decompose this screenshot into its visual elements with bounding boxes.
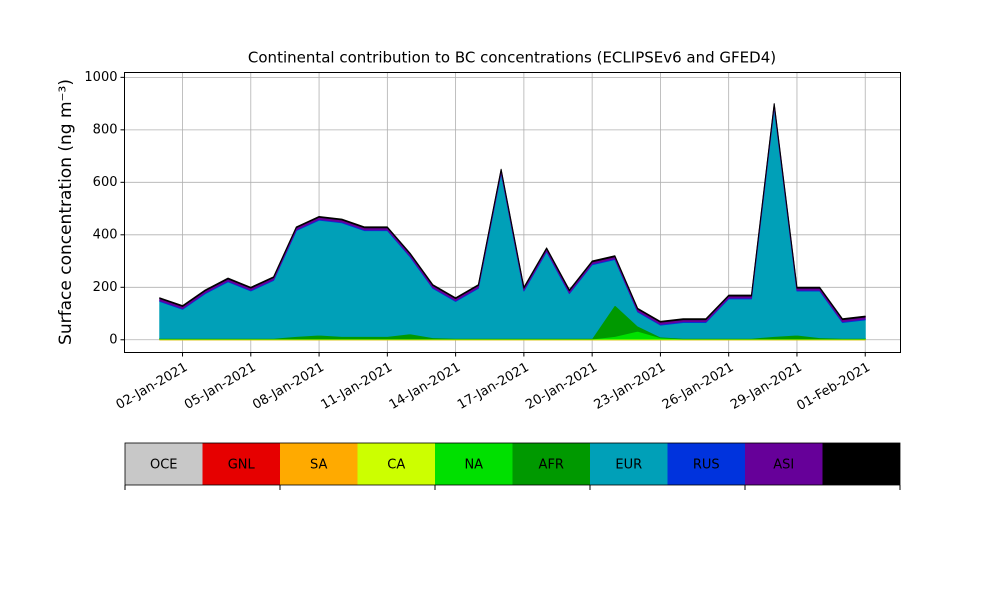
chart-title: Continental contribution to BC concentra… — [248, 49, 776, 67]
y-tick-label: 800 — [93, 122, 118, 137]
legend-label: NA — [464, 458, 483, 473]
legend-swatch — [590, 443, 668, 485]
legend-swatch — [512, 443, 590, 485]
area — [159, 103, 866, 323]
legend-label: OCE — [150, 458, 178, 473]
axes-frame — [124, 72, 901, 353]
legend-swatch — [667, 443, 745, 485]
legend-label: RUS — [693, 458, 720, 473]
y-tick-label: 1000 — [84, 70, 117, 85]
legend-swatch — [280, 443, 358, 485]
legend-label: AUS — [848, 458, 875, 473]
legend-label: GNL — [228, 458, 256, 473]
legend-swatch — [202, 443, 280, 485]
legend: OCE GNL SA CA NA AFR EUR RUS ASI AUS — [124, 442, 901, 490]
legend-label: SA — [310, 458, 327, 473]
legend-label: EUR — [615, 458, 642, 473]
legend-frame — [124, 442, 901, 486]
y-tick-label: 600 — [93, 175, 118, 190]
legend-swatch — [822, 443, 900, 485]
y-tick-label: 200 — [93, 280, 118, 295]
legend-swatch — [357, 443, 435, 485]
y-tick-label: 0 — [109, 332, 117, 347]
legend-swatch — [125, 443, 203, 485]
legend-label: AFR — [539, 458, 564, 473]
y-axis-label: Surface concentration (ng m⁻³) — [56, 79, 76, 345]
y-tick-label: 400 — [93, 227, 118, 242]
legend-label: CA — [387, 458, 405, 473]
legend-swatch — [435, 443, 513, 485]
legend-swatch — [745, 443, 823, 485]
legend-label: ASI — [773, 458, 794, 473]
